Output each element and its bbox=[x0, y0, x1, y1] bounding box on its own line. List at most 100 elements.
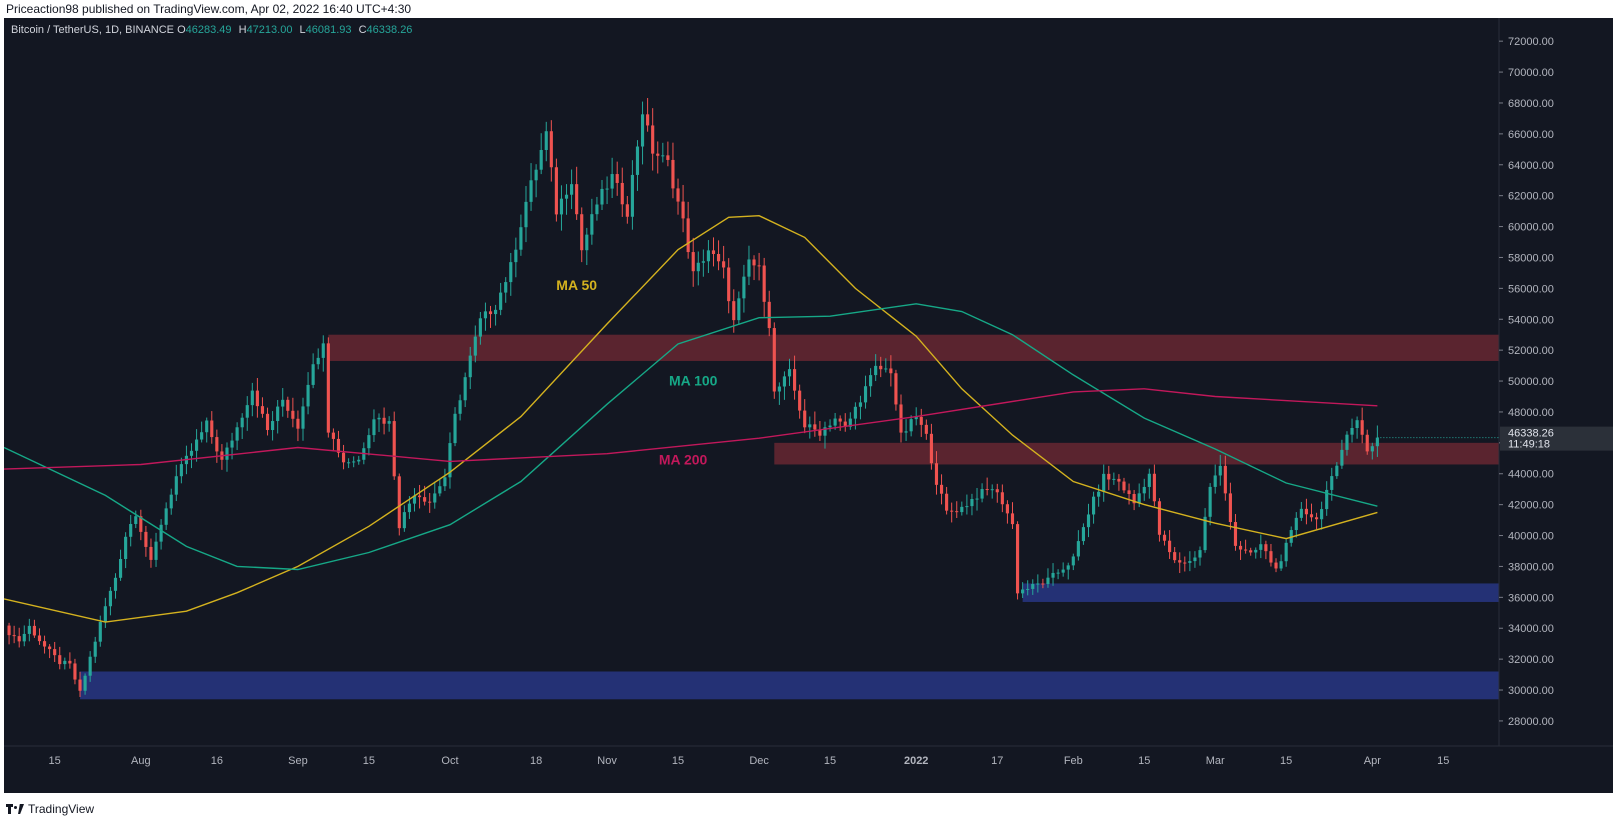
candle-body bbox=[27, 625, 31, 634]
candle bbox=[823, 421, 827, 449]
price-tick-label: 32000.00 bbox=[1508, 654, 1554, 666]
time-tick-label: 15 bbox=[363, 755, 375, 767]
candle bbox=[1026, 580, 1030, 596]
candle bbox=[169, 488, 173, 515]
candle bbox=[179, 457, 183, 484]
candle bbox=[630, 160, 634, 230]
candle bbox=[1071, 553, 1075, 571]
candle-body bbox=[1360, 420, 1364, 435]
price-tick-label: 42000.00 bbox=[1508, 500, 1554, 512]
candle bbox=[1142, 478, 1146, 501]
candle-body bbox=[1365, 434, 1369, 452]
high-value: 47213.00 bbox=[246, 24, 293, 36]
candle bbox=[1188, 551, 1192, 572]
open-label: O bbox=[177, 24, 186, 36]
candle-body bbox=[1320, 509, 1324, 520]
candle-body bbox=[767, 301, 771, 329]
candle bbox=[27, 618, 31, 642]
candle bbox=[772, 322, 776, 399]
candle bbox=[833, 412, 837, 430]
candle-body bbox=[402, 512, 406, 529]
candle-body bbox=[696, 262, 700, 272]
candle bbox=[1157, 498, 1162, 542]
candle bbox=[1056, 569, 1060, 580]
candle-body bbox=[681, 201, 685, 219]
support-zone-2 bbox=[1022, 583, 1499, 602]
candle-body bbox=[83, 675, 87, 691]
candle-body bbox=[478, 318, 482, 337]
candle bbox=[250, 382, 254, 417]
candle bbox=[635, 140, 640, 191]
candle-body bbox=[118, 559, 123, 578]
candle-body bbox=[438, 486, 442, 494]
candle bbox=[205, 417, 209, 443]
candle bbox=[762, 257, 766, 317]
candle-body bbox=[894, 373, 898, 405]
candle-body bbox=[610, 174, 614, 189]
candle bbox=[1259, 534, 1263, 559]
candle bbox=[402, 505, 406, 532]
candle-body bbox=[1051, 572, 1055, 578]
candle bbox=[787, 358, 792, 386]
candle bbox=[1264, 540, 1268, 560]
chart-frame[interactable]: MA 50 MA 100 MA 200 28000.00 30000.00 32000.0… bbox=[4, 18, 1613, 793]
candle-body bbox=[742, 276, 746, 299]
ma-50-label: MA 50 bbox=[556, 277, 597, 293]
candle bbox=[1183, 556, 1187, 572]
candle bbox=[37, 628, 42, 645]
tradingview-logo[interactable]: TradingView bbox=[6, 802, 94, 816]
candle bbox=[1000, 484, 1004, 513]
candle bbox=[640, 101, 645, 165]
candle bbox=[570, 169, 574, 210]
candle bbox=[747, 245, 751, 286]
candlestick-chart[interactable]: MA 50 MA 100 MA 200 28000.00 30000.00 32000.0… bbox=[4, 18, 1613, 793]
time-tick-label: Nov bbox=[597, 755, 617, 767]
candle-body bbox=[874, 365, 878, 376]
candle bbox=[666, 141, 670, 167]
candle bbox=[225, 442, 229, 472]
candle bbox=[453, 407, 457, 447]
candle-body bbox=[139, 516, 143, 532]
candle bbox=[412, 488, 417, 512]
candle bbox=[615, 161, 619, 196]
candle bbox=[1350, 418, 1354, 443]
candle bbox=[195, 429, 199, 462]
candle-body bbox=[1233, 522, 1238, 546]
candle bbox=[245, 396, 249, 431]
candle bbox=[1021, 582, 1025, 598]
candle-body bbox=[42, 641, 47, 647]
candle bbox=[387, 416, 391, 432]
last-price-label: 46338.26 bbox=[1508, 428, 1554, 440]
candle-body bbox=[1259, 544, 1263, 550]
candle-body bbox=[1127, 490, 1131, 495]
candle bbox=[1314, 512, 1319, 530]
candle-body bbox=[245, 405, 249, 418]
candle-body bbox=[103, 606, 107, 622]
candle-body bbox=[331, 432, 335, 439]
candle-body bbox=[656, 153, 660, 156]
candle bbox=[757, 252, 761, 281]
candle-body bbox=[1132, 494, 1136, 504]
candle-body bbox=[929, 433, 933, 464]
candle bbox=[316, 348, 320, 370]
candle-body bbox=[468, 355, 472, 378]
candle bbox=[539, 133, 543, 175]
candle bbox=[1213, 464, 1217, 494]
candle-body bbox=[276, 406, 280, 422]
candle bbox=[1238, 541, 1243, 560]
candle bbox=[955, 501, 959, 518]
candle bbox=[909, 415, 913, 437]
candle-body bbox=[1086, 514, 1091, 528]
candle bbox=[742, 264, 746, 313]
candle-body bbox=[671, 159, 675, 189]
candle bbox=[838, 415, 842, 431]
candle bbox=[17, 627, 21, 648]
time-tick-label: 15 bbox=[1437, 755, 1449, 767]
candle-body bbox=[879, 365, 883, 370]
close-value: 46338.26 bbox=[366, 24, 413, 36]
candle bbox=[803, 399, 807, 434]
candle-body bbox=[803, 410, 807, 428]
candle-body bbox=[950, 510, 954, 512]
candle-body bbox=[798, 390, 802, 411]
candle bbox=[1335, 462, 1339, 479]
